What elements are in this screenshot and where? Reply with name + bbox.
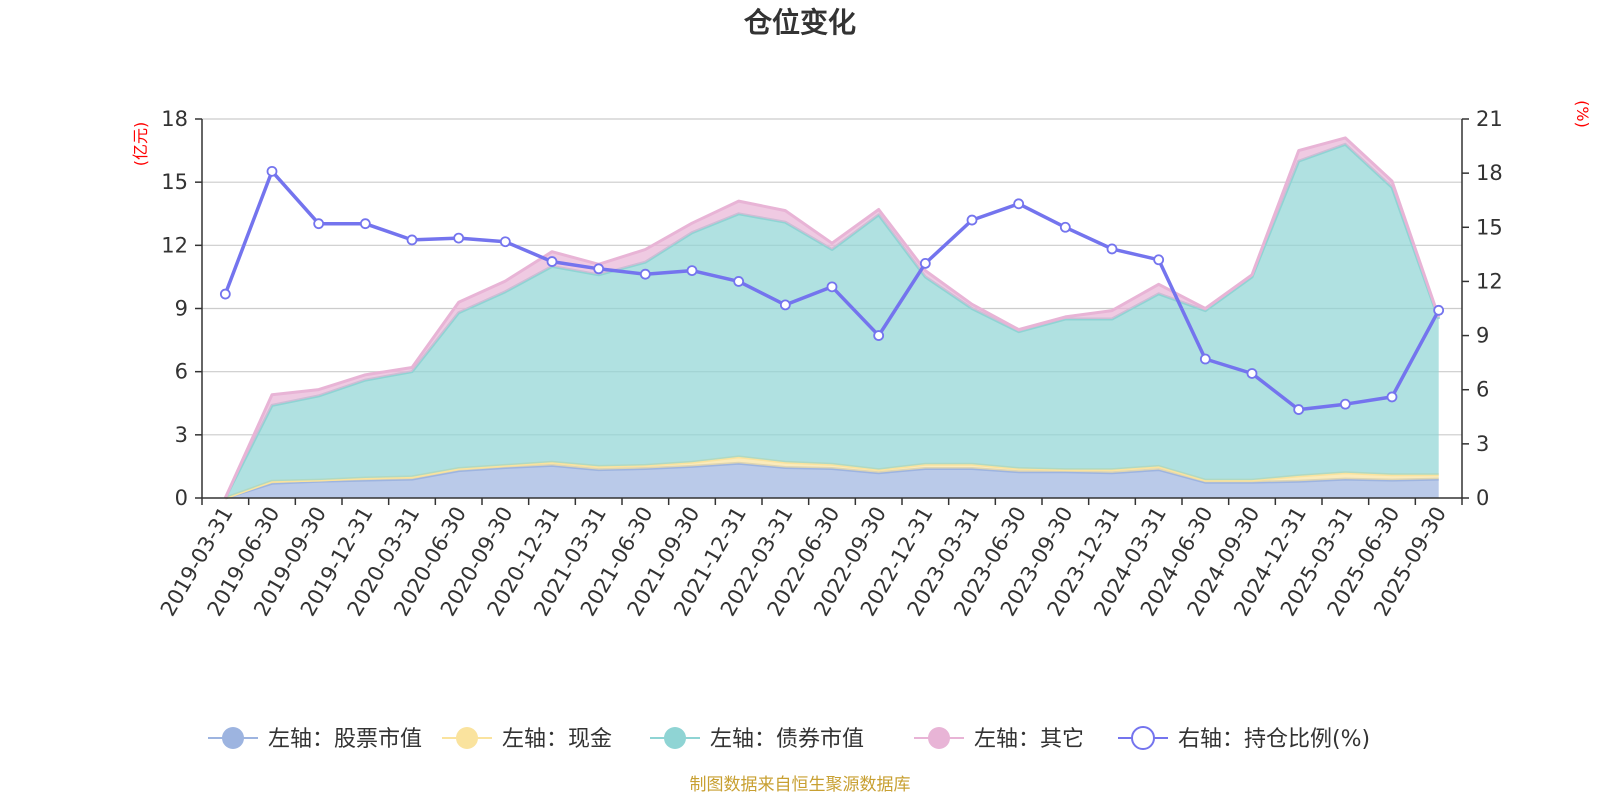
right-tick-label: 0: [1476, 486, 1489, 510]
ratio-point: [826, 281, 838, 293]
ratio-point: [1106, 243, 1118, 255]
left-tick-label: 15: [161, 170, 188, 194]
data-source-note: 制图数据来自恒生聚源数据库: [690, 775, 911, 795]
ratio-point: [779, 299, 791, 311]
right-tick-label: 3: [1476, 432, 1489, 456]
left-tick-label: 0: [175, 486, 188, 510]
holding-ratio-line: [219, 165, 1445, 415]
right-tick-label: 9: [1476, 324, 1489, 348]
area-fill: [225, 144, 1439, 499]
ratio-point: [453, 232, 465, 244]
ratio-point: [1153, 254, 1165, 266]
ratio-point: [966, 214, 978, 226]
legend-circle-icon: [456, 727, 478, 749]
right-tick-label: 21: [1476, 107, 1503, 131]
left-tick-label: 18: [161, 107, 188, 131]
right-tick-label: 12: [1476, 269, 1503, 293]
ratio-point: [266, 165, 278, 177]
legend-label: 左轴：现金: [502, 727, 612, 752]
ratio-point: [546, 256, 558, 267]
legend-item[interactable]: 左轴：股票市值: [208, 727, 422, 752]
ratio-point: [1293, 404, 1305, 415]
left-axis-unit: (亿元): [131, 122, 150, 167]
ratio-point: [686, 265, 698, 277]
legend-label: 左轴：其它: [974, 727, 1084, 752]
legend-item[interactable]: 左轴：其它: [914, 727, 1084, 752]
stacked-areas: [223, 136, 1441, 500]
legend: 左轴：股票市值 左轴：现金 左轴：债券市值 左轴：其它 右轴：持仓比例(%): [208, 726, 1370, 752]
ratio-point: [1059, 221, 1071, 233]
left-tick-label: 9: [175, 297, 188, 321]
ratio-point: [593, 263, 605, 275]
right-axis-unit: (%): [1573, 100, 1592, 128]
legend-circle-icon: [928, 727, 950, 749]
legend-label: 左轴：债券市值: [710, 727, 864, 752]
ratio-point: [1199, 353, 1211, 365]
legend-item[interactable]: 左轴：现金: [442, 727, 612, 752]
ratio-point: [1339, 398, 1351, 410]
legend-label: 右轴：持仓比例(%): [1178, 727, 1370, 752]
ratio-point: [1013, 198, 1025, 210]
ratio-point: [359, 218, 371, 230]
ratio-point: [313, 218, 325, 230]
ratio-point: [1386, 391, 1398, 403]
legend-item[interactable]: 右轴：持仓比例(%): [1118, 726, 1370, 752]
ratio-point: [919, 257, 931, 269]
left-tick-label: 6: [175, 360, 188, 384]
ratio-point: [219, 288, 231, 300]
legend-label: 左轴：股票市值: [268, 727, 422, 752]
ratio-point: [406, 234, 418, 246]
legend-circle-icon: [222, 727, 244, 749]
ratio-point: [733, 276, 745, 287]
left-tick-label: 12: [161, 233, 188, 257]
legend-circle-icon: [664, 727, 686, 749]
right-tick-label: 15: [1476, 215, 1503, 239]
right-tick-label: 18: [1476, 161, 1503, 185]
ratio-point: [639, 268, 651, 280]
ratio-point: [499, 236, 511, 248]
ratio-point: [1246, 368, 1258, 379]
right-tick-label: 6: [1476, 378, 1489, 402]
legend-hollow-circle-icon: [1131, 726, 1155, 750]
chart-title: 仓位变化: [744, 6, 856, 39]
left-tick-label: 3: [175, 423, 188, 447]
area-edge-line: [223, 136, 1441, 499]
ratio-point: [873, 330, 885, 341]
legend-item[interactable]: 左轴：债券市值: [650, 727, 864, 752]
ratio-point: [1433, 304, 1445, 316]
